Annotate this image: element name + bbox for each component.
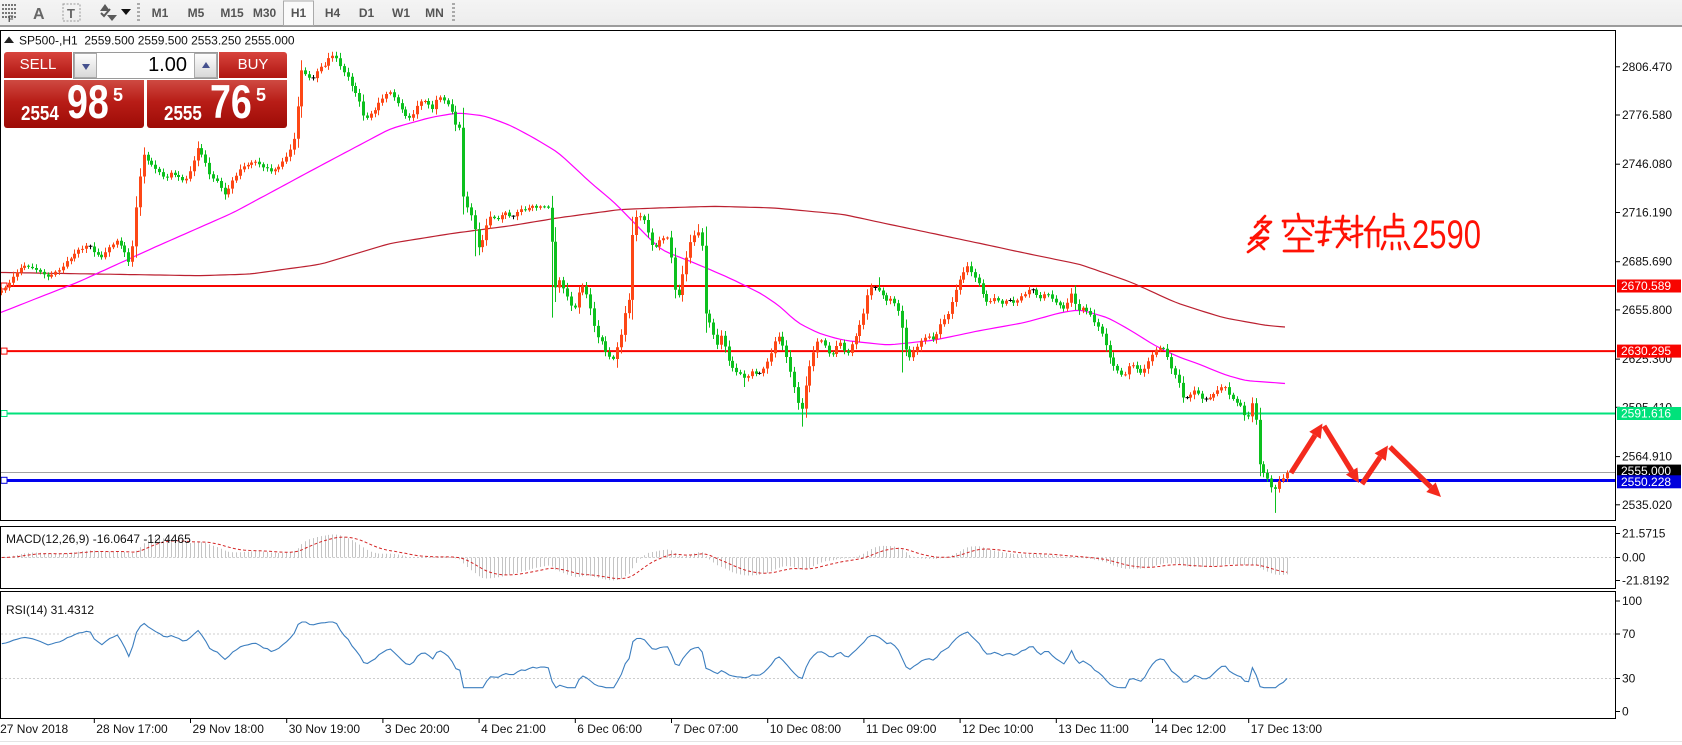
svg-text:28 Nov 17:00: 28 Nov 17:00 — [96, 722, 168, 736]
svg-text:2806.470: 2806.470 — [1622, 60, 1672, 74]
svg-text:MACD(12,26,9) -16.0647 -12.446: MACD(12,26,9) -16.0647 -12.4465 — [6, 532, 191, 546]
svg-text:0.00: 0.00 — [1622, 551, 1646, 565]
svg-text:21.5715: 21.5715 — [1622, 527, 1666, 541]
svg-text:2655.800: 2655.800 — [1622, 303, 1672, 317]
svg-text:6 Dec 06:00: 6 Dec 06:00 — [577, 722, 642, 736]
svg-text:T: T — [67, 6, 75, 21]
svg-text:27 Nov 2018: 27 Nov 2018 — [0, 722, 68, 736]
svg-text:A: A — [33, 6, 45, 23]
svg-text:RSI(14) 31.4312: RSI(14) 31.4312 — [6, 603, 94, 617]
svg-text:7 Dec 07:00: 7 Dec 07:00 — [674, 722, 739, 736]
svg-text:-21.8192: -21.8192 — [1622, 574, 1670, 588]
svg-text:4 Dec 21:00: 4 Dec 21:00 — [481, 722, 546, 736]
svg-text:13 Dec 11:00: 13 Dec 11:00 — [1058, 722, 1129, 736]
svg-text:70: 70 — [1622, 627, 1636, 641]
svg-text:100: 100 — [1622, 594, 1642, 608]
svg-text:0: 0 — [1622, 705, 1629, 719]
svg-text:2685.690: 2685.690 — [1622, 255, 1672, 269]
svg-text:2564.910: 2564.910 — [1622, 450, 1672, 464]
svg-text:2590: 2590 — [1412, 213, 1481, 257]
svg-text:2550.228: 2550.228 — [1621, 475, 1671, 489]
svg-text:12 Dec 10:00: 12 Dec 10:00 — [962, 722, 1034, 736]
svg-text:2746.080: 2746.080 — [1622, 157, 1672, 171]
svg-text:F: F — [8, 14, 14, 24]
svg-text:11 Dec 09:00: 11 Dec 09:00 — [866, 722, 937, 736]
svg-text:2535.020: 2535.020 — [1622, 498, 1672, 512]
svg-text:2591.616: 2591.616 — [1621, 407, 1671, 421]
svg-text:17 Dec 13:00: 17 Dec 13:00 — [1251, 722, 1323, 736]
svg-text:30 Nov 19:00: 30 Nov 19:00 — [289, 722, 361, 736]
svg-text:3 Dec 20:00: 3 Dec 20:00 — [385, 722, 450, 736]
svg-text:10 Dec 08:00: 10 Dec 08:00 — [770, 722, 842, 736]
svg-text:2555.000: 2555.000 — [1621, 464, 1671, 478]
svg-text:2630.295: 2630.295 — [1621, 344, 1671, 358]
svg-text:29 Nov 18:00: 29 Nov 18:00 — [193, 722, 265, 736]
svg-text:2716.190: 2716.190 — [1622, 206, 1672, 220]
svg-text:2670.589: 2670.589 — [1621, 279, 1671, 293]
svg-text:SP500-,H1 2559.500 2559.500 2: SP500-,H1 2559.500 2559.500 2553.250 255… — [19, 34, 295, 48]
svg-text:14 Dec 12:00: 14 Dec 12:00 — [1155, 722, 1227, 736]
svg-text:30: 30 — [1622, 672, 1636, 686]
svg-text:2776.580: 2776.580 — [1622, 108, 1672, 122]
